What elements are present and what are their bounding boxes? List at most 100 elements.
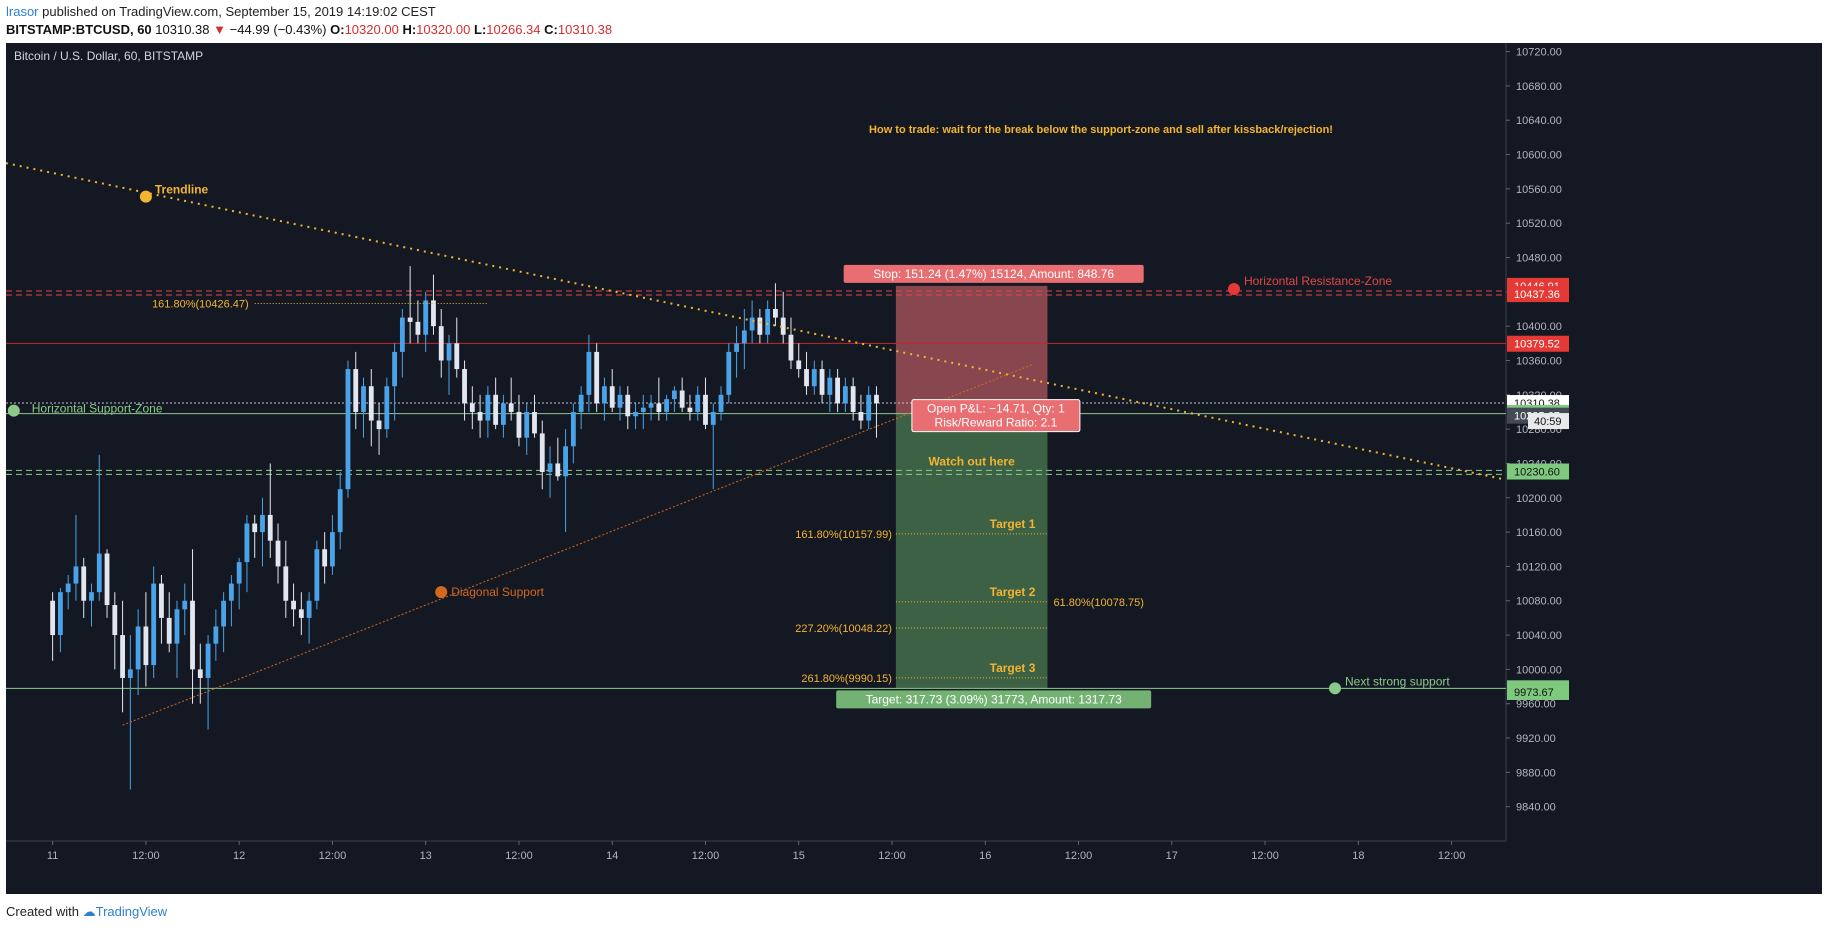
candle-body <box>330 532 335 567</box>
candle-body <box>462 369 467 404</box>
price-tag <box>1507 683 1569 700</box>
target-zone <box>895 413 1048 689</box>
trade-instruction: How to trade: wait for the break below t… <box>869 124 1333 136</box>
x-tick-label: 11 <box>47 850 58 862</box>
x-tick-label: 12:00 <box>692 850 720 862</box>
candle-body <box>734 343 739 352</box>
tradingview-brand-link[interactable]: TradingView <box>95 904 168 919</box>
fib-target-2b-label: 227.20%(10048.22) <box>795 623 892 635</box>
countdown-tag <box>1528 413 1569 430</box>
fib-target-2-title: Target 2 <box>990 585 1036 599</box>
y-tick-label: 10040.00 <box>1516 630 1562 642</box>
price-chart[interactable]: 9840.00 9880.00 9920.00 9960.00 10000.00 1004… <box>5 43 1822 894</box>
next-support-label: Next strong support <box>1345 674 1450 688</box>
x-tick-label: 12:00 <box>319 850 347 862</box>
candle-body <box>524 411 530 438</box>
candle-body <box>174 609 180 644</box>
candle-body <box>648 403 654 408</box>
candle-body <box>664 399 670 412</box>
candle-body <box>50 600 56 636</box>
resistance-zone-dot <box>1227 282 1240 295</box>
candle-body <box>804 369 809 387</box>
x-tick-label: 16 <box>979 850 991 862</box>
candle-body <box>780 317 786 335</box>
candle-body <box>89 592 94 601</box>
y-tick-label: 9840.00 <box>1516 802 1556 814</box>
chart-panel[interactable]: 9840.00 9880.00 9920.00 9960.00 10000.00 1004… <box>5 43 1822 894</box>
candle-body <box>617 394 623 408</box>
price-tag-label: 10437.36 <box>1514 289 1560 301</box>
x-tick-label: 15 <box>793 850 805 862</box>
fib-target-3-title: Target 3 <box>990 661 1036 675</box>
y-tick-label: 9960.00 <box>1516 699 1556 711</box>
y-tick-label: 9880.00 <box>1516 767 1556 779</box>
candle-body <box>127 669 133 678</box>
x-tick-label: 18 <box>1352 850 1364 862</box>
close-label: C: <box>544 22 558 37</box>
candle-body <box>866 394 872 421</box>
candle-body <box>57 592 63 636</box>
x-tick-label: 12:00 <box>1065 850 1093 862</box>
candle-body <box>166 617 172 644</box>
candle-body <box>633 411 638 417</box>
candle-body <box>656 403 662 412</box>
y-tick-label: 10360.00 <box>1516 355 1562 367</box>
candle-body <box>252 523 258 533</box>
y-tick-label: 10120.00 <box>1516 561 1562 573</box>
candle-body <box>539 433 545 473</box>
candle-body <box>291 600 296 610</box>
low-label: L: <box>474 22 487 37</box>
x-tick-label: 17 <box>1166 850 1178 862</box>
y-tick-label: 10400.00 <box>1516 321 1562 333</box>
candle-body <box>446 343 452 361</box>
x-tick-label: 12:00 <box>505 850 533 862</box>
candle-body <box>415 321 421 335</box>
author-link[interactable]: lrasor <box>6 4 39 19</box>
price-tag <box>1507 286 1569 303</box>
watch-out-label: Watch out here <box>929 454 1016 468</box>
candle-body <box>703 394 708 425</box>
x-tick-label: 12:00 <box>1438 850 1466 862</box>
candle-body <box>182 600 188 610</box>
candle-body <box>570 411 576 447</box>
x-tick-label: 12:00 <box>1251 850 1279 862</box>
price-tag <box>1507 463 1569 480</box>
candle-body <box>306 600 312 618</box>
candle-body <box>65 583 71 593</box>
candle-body <box>322 549 328 567</box>
candle-body <box>850 386 856 412</box>
candle-body <box>547 463 553 473</box>
candle-body <box>112 605 118 636</box>
tradingview-logo-icon: ☁ <box>82 904 96 919</box>
candle-body <box>81 566 87 601</box>
candle-body <box>190 600 195 670</box>
candle-body <box>741 330 747 344</box>
candle-body <box>819 369 825 395</box>
stop-info-text: Stop: 151.24 (1.47%) 15124, Amount: 848.… <box>873 267 1114 281</box>
candle-body <box>244 523 250 563</box>
candle-body <box>392 351 398 387</box>
candle-body <box>485 394 491 421</box>
price-tag-label: 10379.52 <box>1514 339 1560 351</box>
candle-body <box>835 377 841 404</box>
diagonal-support-line <box>122 364 1033 726</box>
x-tick-label: 12:00 <box>132 850 160 862</box>
candle-body <box>423 300 429 335</box>
candle-body <box>508 403 514 412</box>
change-value: −44.99 (−0.43%) <box>229 22 327 37</box>
candle-body <box>96 553 102 593</box>
pnl-line-1: Open P&L: −14.71, Qty: 1 <box>927 402 1065 416</box>
candle-body <box>563 446 568 477</box>
candle-body <box>151 583 157 666</box>
candle-body <box>135 626 141 670</box>
published-text: published on TradingView.com, September … <box>38 4 436 19</box>
fib-target-2-label: 61.80%(10078.75) <box>1053 597 1144 609</box>
candle-body <box>726 351 732 395</box>
candle-body <box>283 566 289 601</box>
candle-body <box>384 386 390 430</box>
symbol-label: BITSTAMP:BTCUSD, 60 <box>6 22 152 37</box>
y-tick-label: 10640.00 <box>1516 115 1562 127</box>
candle-body <box>842 386 848 404</box>
target-info-text: Target: 317.73 (3.09%) 31773, Amount: 13… <box>866 692 1123 706</box>
trendline-label: Trendline <box>155 183 209 197</box>
